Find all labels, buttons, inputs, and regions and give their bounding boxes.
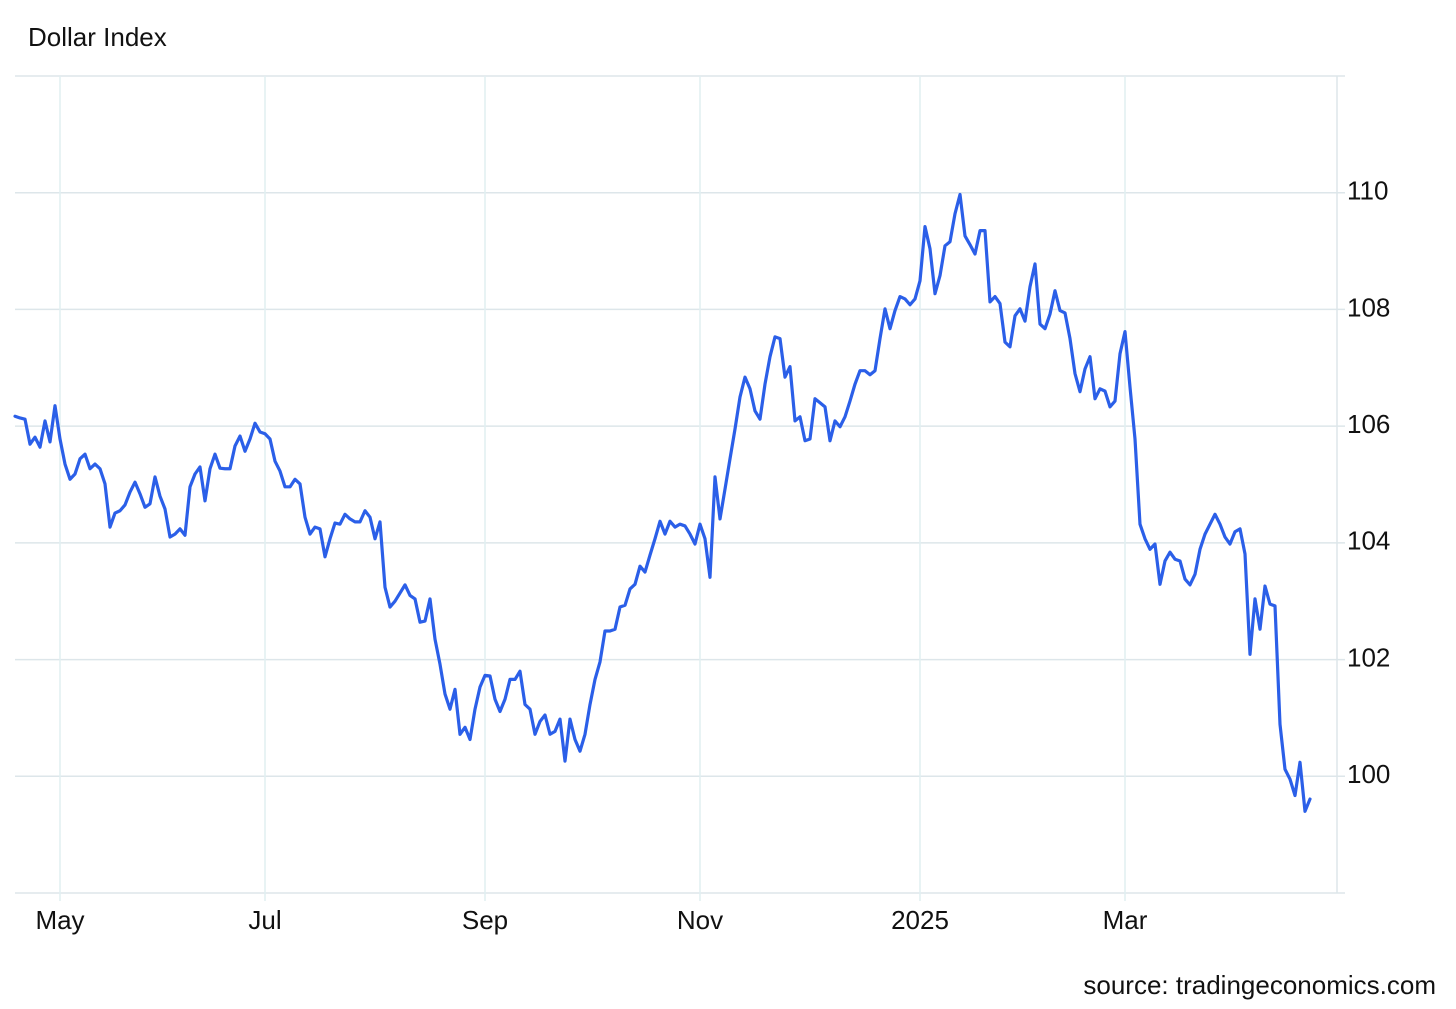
- x-tick-label: Mar: [1103, 905, 1148, 935]
- source-note: source: tradingeconomics.com: [1083, 970, 1436, 1000]
- y-tick-label: 110: [1347, 176, 1388, 206]
- x-tick-label: Sep: [462, 905, 508, 935]
- y-tick-label: 102: [1347, 642, 1390, 672]
- y-tick-label: 104: [1347, 526, 1390, 556]
- y-tick-label: 108: [1347, 292, 1390, 322]
- chart-title: Dollar Index: [28, 22, 167, 52]
- x-tick-label: Jul: [248, 905, 281, 935]
- x-tick-label: 2025: [891, 905, 949, 935]
- x-tick-label: Nov: [677, 905, 723, 935]
- y-tick-label: 106: [1347, 409, 1390, 439]
- x-tick-label: May: [35, 905, 84, 935]
- price-line: [13, 192, 1312, 813]
- y-tick-label: 100: [1347, 759, 1390, 789]
